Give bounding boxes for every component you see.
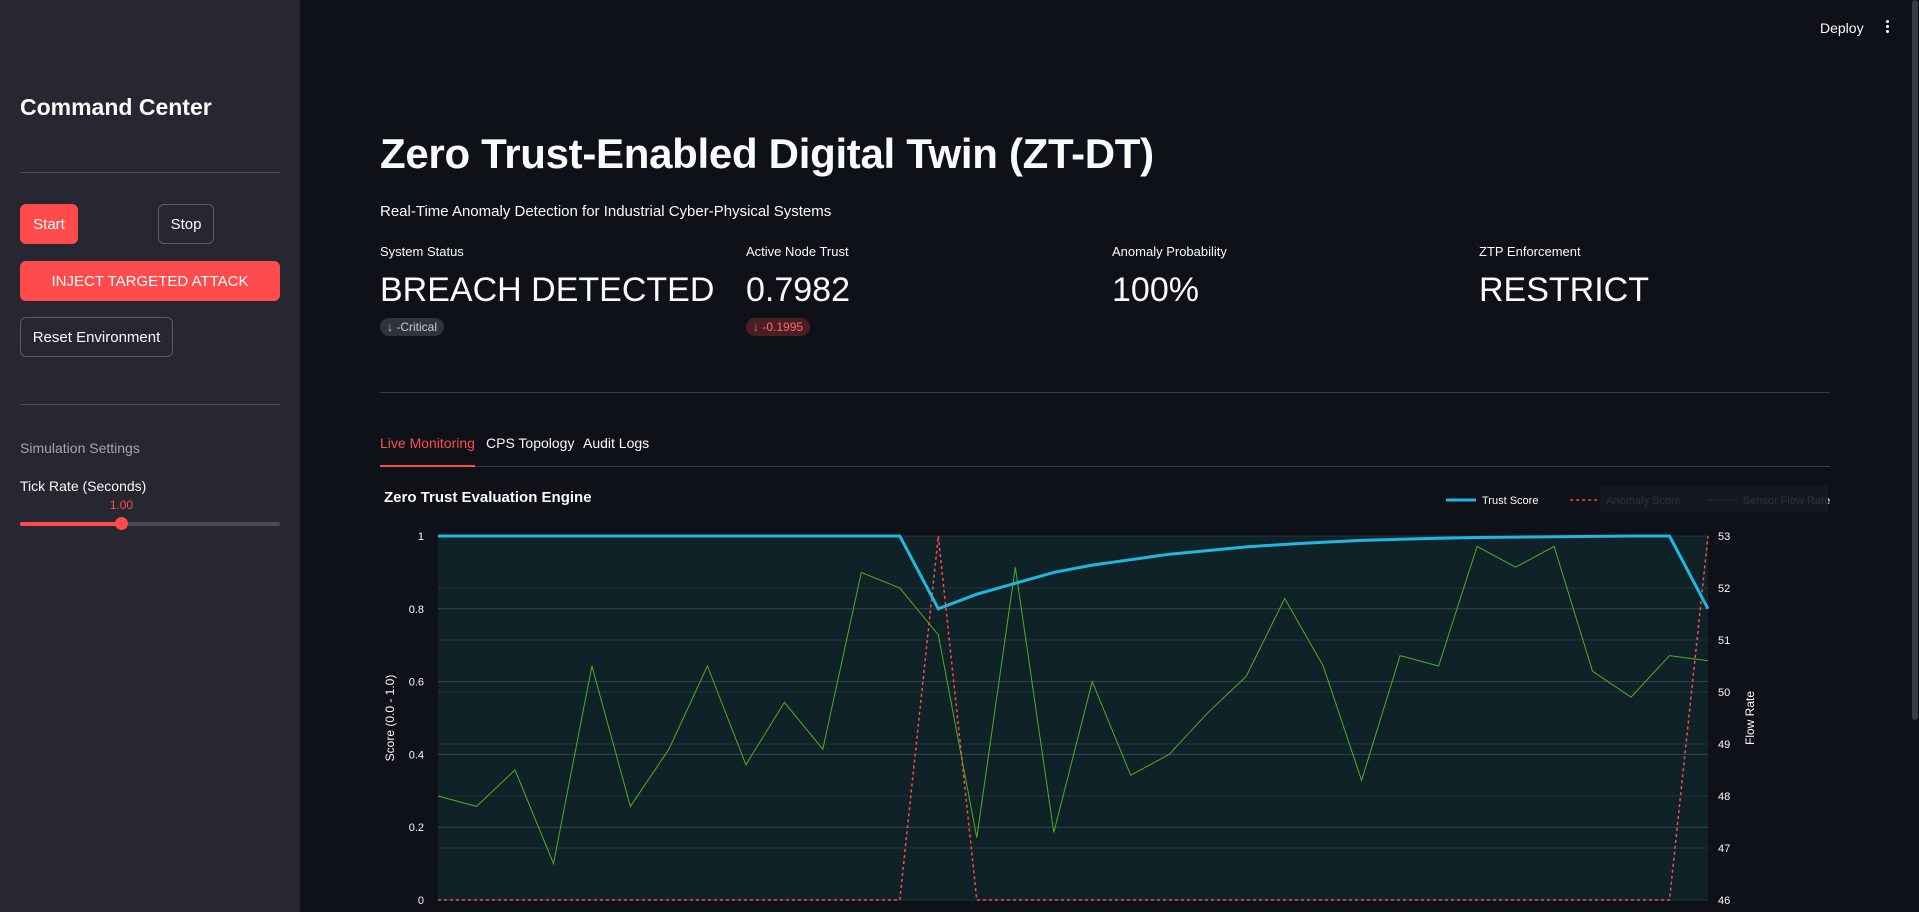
y-tick-label: 0.4 bbox=[409, 749, 424, 761]
tick-rate-slider[interactable] bbox=[20, 517, 280, 530]
tick-rate-label: Tick Rate (Seconds) bbox=[20, 478, 147, 494]
y-tick-label: 0 bbox=[418, 895, 424, 907]
grid bbox=[438, 535, 1708, 901]
y2-tick-label: 52 bbox=[1718, 583, 1730, 595]
series bbox=[437, 534, 1710, 901]
metric-value: BREACH DETECTED bbox=[380, 271, 715, 309]
metric-value: RESTRICT bbox=[1479, 271, 1649, 309]
simulation-settings-heading: Simulation Settings bbox=[20, 440, 140, 456]
y-tick-label: 0.2 bbox=[409, 822, 424, 834]
y-axis-label: Score (0.0 - 1.0) bbox=[383, 675, 397, 762]
metric-label: System Status bbox=[380, 244, 464, 259]
scrollbar[interactable] bbox=[1912, 0, 1918, 720]
slider-thumb[interactable] bbox=[115, 517, 129, 530]
y2-tick-label: 51 bbox=[1718, 635, 1730, 647]
start-button[interactable]: Start bbox=[20, 204, 78, 244]
series-line-sensor-flow-rate bbox=[437, 545, 1709, 866]
tab-audit-logs[interactable]: Audit Logs bbox=[583, 435, 650, 451]
y2-tick-label: 46 bbox=[1718, 895, 1730, 907]
slider-fill bbox=[20, 522, 122, 526]
chart: 0 0.2 0.4 0.6 0.8 1 46 47 48 49 50 51 52 53 Score (0… bbox=[383, 495, 1830, 907]
main-divider bbox=[380, 392, 1830, 393]
sidebar-divider bbox=[20, 172, 280, 173]
metric-delta: ↓ -Critical bbox=[380, 318, 445, 336]
metric-label: Anomaly Probability bbox=[1112, 244, 1227, 259]
chart-title: Zero Trust Evaluation Engine bbox=[384, 489, 592, 506]
y2-tick-label: 47 bbox=[1718, 843, 1730, 855]
series-line-trust-score bbox=[438, 534, 1710, 611]
page-title: Zero Trust-Enabled Digital Twin (ZT-DT) bbox=[380, 130, 1154, 177]
sidebar-divider bbox=[20, 404, 280, 405]
y-tick-label: 1 bbox=[418, 531, 424, 543]
y2-tick-label: 48 bbox=[1718, 791, 1730, 803]
inject-attack-button[interactable]: INJECT TARGETED ATTACK bbox=[20, 261, 280, 301]
metric-value: 0.7982 bbox=[746, 271, 850, 309]
y-tick-label: 0.6 bbox=[409, 677, 424, 689]
tab-cps-topology[interactable]: CPS Topology bbox=[486, 435, 575, 451]
metric-anomaly-probability: Anomaly Probability 100% bbox=[1112, 244, 1452, 310]
metric-label: Active Node Trust bbox=[746, 244, 849, 259]
metric-value: 100% bbox=[1112, 271, 1199, 309]
tick-rate-value: 1.00 bbox=[109, 498, 134, 512]
deploy-button[interactable]: Deploy bbox=[1820, 20, 1864, 36]
page-subtitle: Real-Time Anomaly Detection for Industri… bbox=[380, 203, 832, 220]
arrow-down-icon: ↓ bbox=[387, 320, 397, 334]
chart-modebar[interactable] bbox=[1600, 486, 1828, 512]
tab-live-monitoring[interactable]: Live Monitoring bbox=[380, 435, 475, 467]
metric-delta: ↓ -0.1995 bbox=[746, 318, 811, 336]
arrow-down-icon: ↓ bbox=[753, 320, 763, 334]
y2-tick-label: 50 bbox=[1718, 687, 1730, 699]
y2-axis-ticks: 46 47 48 49 50 51 52 53 bbox=[1718, 531, 1730, 907]
y2-tick-label: 53 bbox=[1718, 531, 1730, 543]
legend-label: Trust Score bbox=[1482, 495, 1538, 507]
main-menu-icon[interactable] bbox=[1884, 18, 1890, 38]
y-tick-label: 0.8 bbox=[409, 604, 424, 616]
sidebar-title: Command Center bbox=[20, 94, 212, 120]
metric-label: ZTP Enforcement bbox=[1479, 244, 1581, 259]
stop-button[interactable]: Stop bbox=[158, 204, 214, 244]
sidebar: Command Center Start Stop INJECT TARGETE… bbox=[0, 0, 300, 912]
y2-axis-label: Flow Rate bbox=[1743, 691, 1757, 745]
y-axis-ticks: 0 0.2 0.4 0.6 0.8 1 bbox=[409, 531, 424, 907]
y2-tick-label: 49 bbox=[1718, 739, 1730, 751]
metric-ztp-enforcement: ZTP Enforcement RESTRICT bbox=[1479, 244, 1819, 310]
plot-background bbox=[438, 536, 1708, 900]
tab-bar: Live Monitoring CPS Topology Audit Logs bbox=[380, 435, 1830, 467]
series-line-anomaly-score bbox=[438, 535, 1709, 901]
reset-environment-button[interactable]: Reset Environment bbox=[20, 317, 173, 357]
metric-active-node-trust: Active Node Trust 0.7982 ↓ -0.1995 bbox=[746, 244, 1086, 336]
metric-system-status: System Status BREACH DETECTED ↓ -Critica… bbox=[380, 244, 720, 336]
